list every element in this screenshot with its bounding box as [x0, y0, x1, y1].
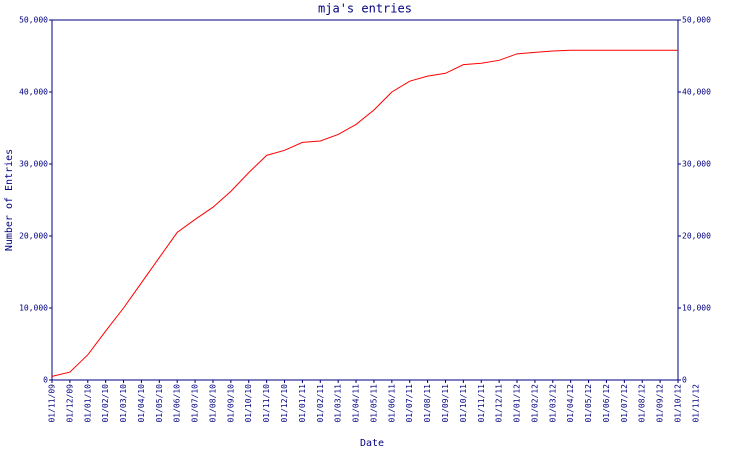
x-tick-label: 01/01/11	[298, 384, 307, 423]
x-tick-label: 01/04/12	[566, 384, 575, 423]
x-tick-label: 01/10/11	[459, 384, 468, 423]
x-tick-label: 01/08/12	[638, 384, 647, 423]
x-tick-label: 01/10/10	[244, 384, 253, 423]
x-tick-label: 01/03/12	[548, 384, 557, 423]
x-tick-label: 01/09/11	[441, 384, 450, 423]
y-axis-label: Number of Entries	[4, 149, 15, 251]
y-tick-label: 40,000	[19, 88, 48, 97]
x-tick-label: 01/05/12	[584, 384, 593, 423]
x-tick-label: 01/02/12	[530, 384, 539, 423]
x-tick-label: 01/07/11	[405, 384, 414, 423]
y-tick-label: 20,000	[19, 232, 48, 241]
x-tick-label: 01/02/11	[316, 384, 325, 423]
x-tick-label: 01/09/10	[226, 384, 235, 423]
x-tick-label: 01/05/11	[369, 384, 378, 423]
data-line	[51, 49, 678, 377]
y-tick-label: 30,000	[19, 160, 48, 169]
chart-title: mja's entries	[318, 2, 412, 16]
x-tick-label: 01/04/11	[352, 384, 361, 423]
x-tick-label: 01/03/10	[119, 384, 128, 423]
y2-tick-label: 20,000	[682, 232, 711, 241]
x-tick-label: 01/02/10	[101, 384, 110, 423]
x-tick-label: 01/07/12	[620, 384, 629, 423]
x-tick-label: 01/09/12	[656, 384, 665, 423]
x-tick-label: 01/08/10	[208, 384, 217, 423]
x-tick-label: 01/11/11	[477, 384, 486, 423]
y2-tick-label: 40,000	[682, 88, 711, 97]
x-tick-label: 01/08/11	[423, 384, 432, 423]
x-tick-label: 01/06/10	[173, 384, 182, 423]
x-tick-label: 01/12/10	[280, 384, 289, 423]
x-tick-label: 01/01/10	[83, 384, 92, 423]
x-tick-label: 01/05/10	[155, 384, 164, 423]
x-tick-label: 01/11/10	[262, 384, 271, 423]
x-axis-label: Date	[360, 438, 384, 449]
y2-tick-label: 0	[682, 376, 687, 385]
x-tick-label: 01/10/12	[674, 384, 683, 423]
x-tick-label: 01/12/09	[65, 384, 74, 423]
x-tick-label: 01/11/12	[691, 384, 700, 423]
x-tick-label: 01/06/11	[387, 384, 396, 423]
plot-frame	[51, 19, 679, 381]
x-tick-label: 01/11/09	[48, 384, 57, 423]
x-tick-label: 01/03/11	[334, 384, 343, 423]
y2-tick-label: 30,000	[682, 160, 711, 169]
x-tick-label: 01/07/10	[191, 384, 200, 423]
y-tick-label: 10,000	[19, 304, 48, 313]
x-tick-label: 01/06/12	[602, 384, 611, 423]
y-tick-label: 50,000	[19, 16, 48, 25]
x-tick-label: 01/04/10	[137, 384, 146, 423]
x-tick-label: 01/12/11	[495, 384, 504, 423]
y2-tick-label: 10,000	[682, 304, 711, 313]
y2-tick-label: 50,000	[682, 16, 711, 25]
y-tick-label: 0	[43, 376, 48, 385]
x-tick-label: 01/01/12	[513, 384, 522, 423]
